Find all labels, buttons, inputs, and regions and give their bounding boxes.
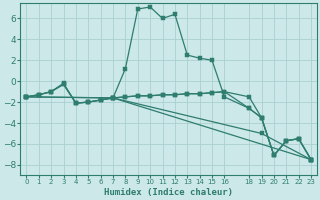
X-axis label: Humidex (Indice chaleur): Humidex (Indice chaleur): [104, 188, 233, 197]
